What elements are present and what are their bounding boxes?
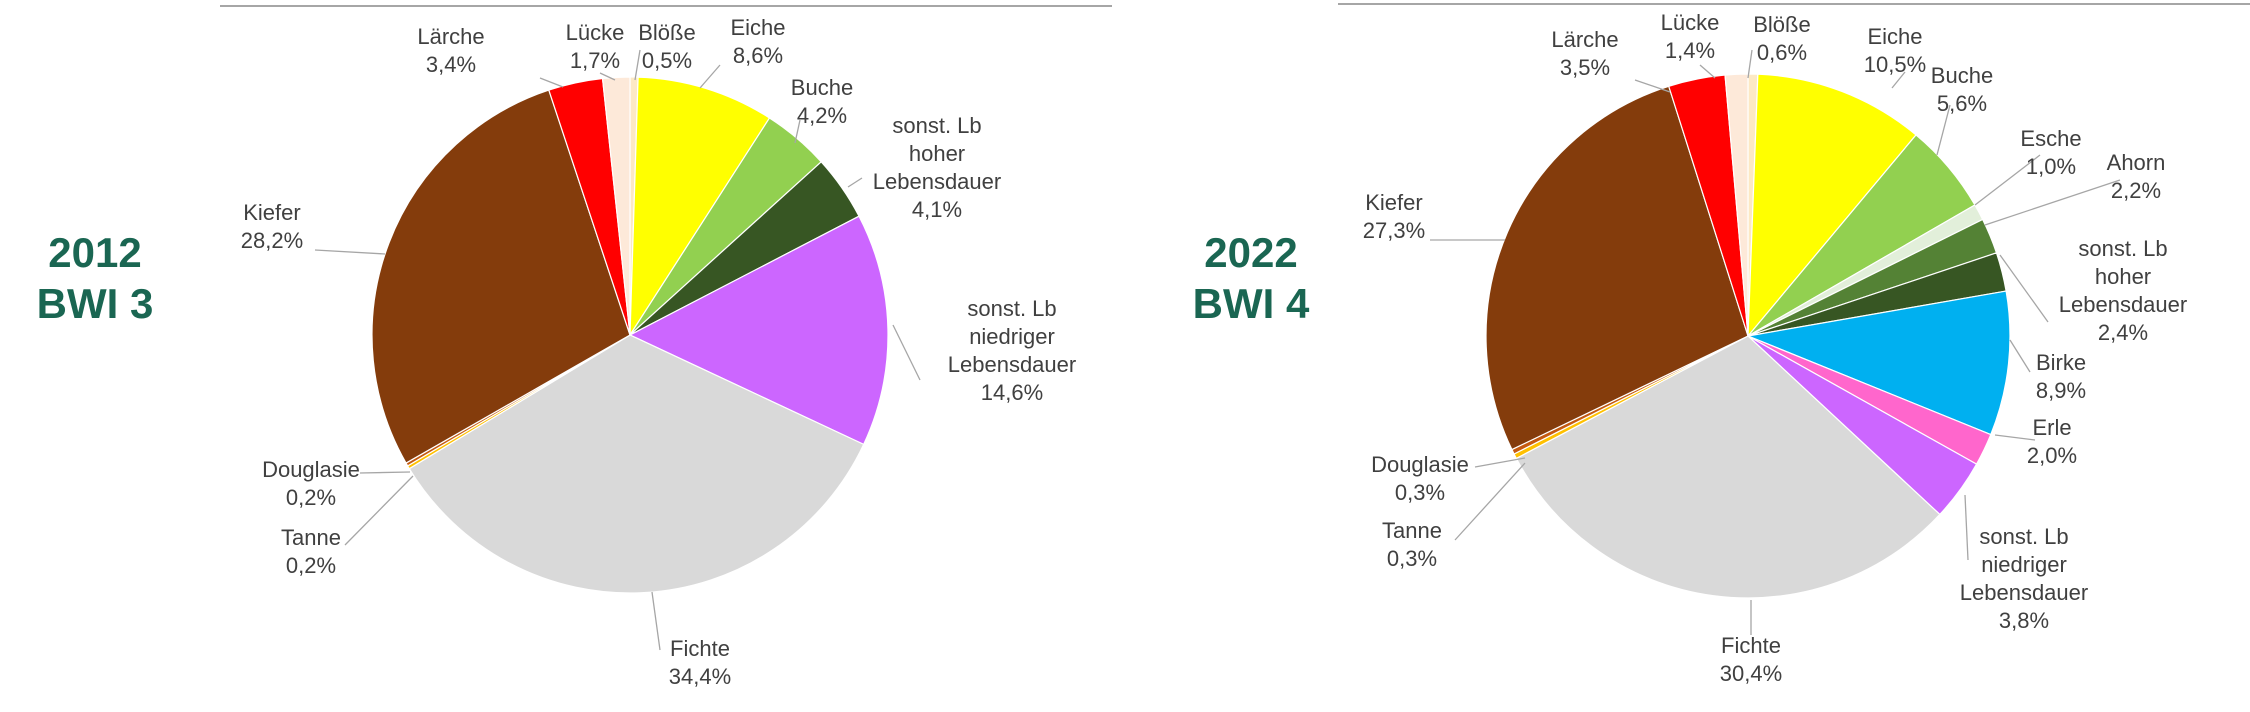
- data-label-esche: Esche 1,0%: [2020, 126, 2081, 179]
- data-label-fichte: Fichte 30,4%: [1720, 633, 1782, 686]
- pie-slices: [1485, 73, 2011, 599]
- data-label-buche: Buche 5,6%: [1931, 63, 1993, 116]
- data-label-douglasie: Douglasie 0,3%: [1371, 452, 1469, 505]
- chart-1-title-survey: BWI 3: [37, 280, 154, 327]
- data-label-sonst-lb-niedriger-lebensdauer: sonst. Lb niedriger Lebensdauer 3,8%: [1960, 524, 2088, 633]
- pie-labels: Blöße 0,6% Eiche 10,5% Buche 5,6% Esche 1,0% Aho…: [1363, 10, 2187, 686]
- leader-line-erle: [1994, 434, 2036, 441]
- pie-slices: [371, 76, 889, 594]
- leader-line-douglasie: [1474, 457, 1526, 468]
- data-label-sonst-lb-hoher-lebensdauer: sonst. Lb hoher Lebensdauer 2,4%: [2059, 236, 2187, 345]
- leader-line-sonst-lb-niedriger-lebensdauer: [1964, 494, 1969, 561]
- pie-chart-2022: Blöße 0,6% Eiche 10,5% Buche 5,6% Esche 1,0% Aho…: [1363, 10, 2187, 686]
- leader-line-lucke: [599, 72, 616, 81]
- data-label-larche: Lärche 3,4%: [417, 24, 484, 77]
- data-label-sonst-lb-hoher-lebensdauer: sonst. Lb hoher Lebensdauer 4,1%: [873, 113, 1001, 222]
- leader-line-esche: [1974, 154, 2041, 206]
- leader-line-tanne: [1454, 462, 1526, 541]
- leader-line-eiche: [699, 64, 721, 89]
- data-label-birke: Birke 8,9%: [2036, 350, 2086, 403]
- pie-slice-birke: [1745, 290, 2011, 436]
- pie-slice-lucke: [601, 76, 631, 336]
- pie-slice-kiefer: [371, 89, 631, 464]
- data-label-eiche: Eiche 10,5%: [1864, 24, 1926, 77]
- data-label-lucke: Lücke 1,7%: [566, 20, 625, 73]
- data-label-larche: Lärche 3,5%: [1551, 27, 1618, 80]
- leader-line-buche: [794, 119, 801, 144]
- data-label-douglasie: Douglasie 0,2%: [262, 457, 360, 510]
- chart-2-title-year: 2022: [1204, 229, 1297, 276]
- leader-line-larche: [539, 77, 564, 88]
- pie-slice-kiefer: [1485, 85, 1749, 451]
- leader-line-tanne: [344, 475, 414, 546]
- pie-chart-2012: Blöße 0,5% Eiche 8,6%Buche 4,2% sonst. Lb hohe…: [241, 15, 1076, 689]
- data-label-erle: Erle 2,0%: [2027, 415, 2077, 468]
- data-label-sonst-lb-niedriger-lebensdauer: sonst. Lb niedriger Lebensdauer 14,6%: [948, 296, 1076, 405]
- data-label-fichte: Fichte 34,4%: [669, 636, 731, 689]
- leader-line-birke: [2009, 339, 2031, 373]
- data-label-blo-e: Blöße 0,6%: [1753, 12, 1810, 65]
- leader-line-blo-e: [1747, 49, 1753, 79]
- leader-line-eiche: [1891, 71, 1906, 89]
- pie-slice-sonst-lb-niedriger-lebensdauer: [628, 215, 889, 446]
- leader-line-ahorn: [1984, 179, 2121, 226]
- pie-slice-fichte: [408, 334, 865, 594]
- data-label-kiefer: Kiefer 27,3%: [1363, 190, 1425, 243]
- data-label-buche: Buche 4,2%: [791, 75, 853, 128]
- data-label-ahorn: Ahorn 2,2%: [2107, 150, 2166, 203]
- leader-line-blo-e: [634, 49, 641, 81]
- pie-labels: Blöße 0,5% Eiche 8,6%Buche 4,2% sonst. Lb hohe…: [241, 15, 1076, 689]
- chart-1-title-year: 2012: [48, 229, 141, 276]
- leader-line-douglasie: [359, 471, 411, 474]
- leader-line-sonst-lb-hoher-lebensdauer: [1999, 254, 2049, 323]
- data-label-tanne: Tanne 0,2%: [281, 525, 341, 578]
- data-label-blo-e: Blöße 0,5%: [638, 20, 695, 73]
- leader-line-fichte: [651, 591, 661, 651]
- chart-2-title-survey: BWI 4: [1193, 280, 1310, 327]
- leader-line-kiefer: [314, 249, 386, 255]
- leader-line-larche: [1634, 79, 1671, 93]
- data-label-kiefer: Kiefer 28,2%: [241, 200, 303, 253]
- leader-line-buche: [1936, 104, 1951, 156]
- leader-line-lucke: [1699, 64, 1716, 79]
- pie-slice-fichte: [1515, 335, 1941, 599]
- data-label-tanne: Tanne 0,3%: [1382, 518, 1442, 571]
- leader-line-sonst-lb-hoher-lebensdauer: [847, 177, 863, 188]
- leader-line-sonst-lb-niedriger-lebensdauer: [892, 324, 921, 381]
- pie-slice-eiche: [629, 76, 771, 338]
- pie-slice-eiche: [1747, 73, 1917, 338]
- data-label-eiche: Eiche 8,6%: [730, 15, 785, 68]
- data-label-lucke: Lücke 1,4%: [1661, 10, 1720, 63]
